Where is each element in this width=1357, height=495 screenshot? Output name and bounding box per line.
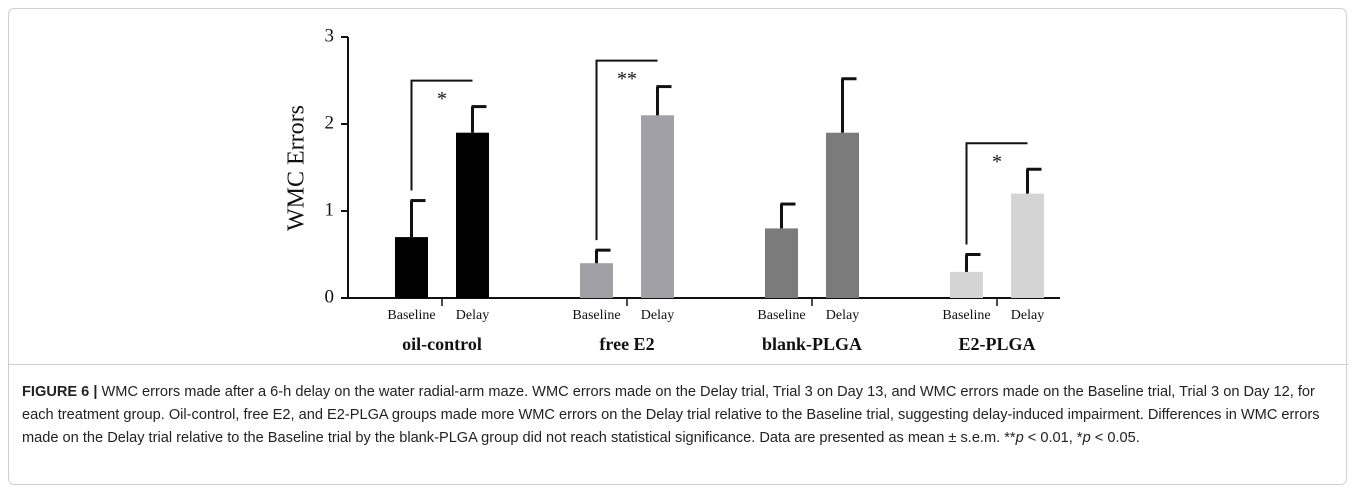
caption-text: WMC errors made after a 6-h delay on the… [22, 384, 1320, 446]
sub-label: Delay [641, 308, 674, 323]
bar [395, 237, 428, 298]
y-tick-label: 0 [325, 286, 335, 307]
caption-text: p [1082, 430, 1091, 446]
group-label: oil-control [402, 334, 482, 354]
caption-label: FIGURE 6 | [22, 384, 98, 400]
group-label: free E2 [599, 334, 654, 354]
caption-text: < 0.05. [1090, 430, 1140, 446]
y-axis-label: WMC Errors [284, 105, 310, 231]
bar [826, 132, 859, 298]
bar [1011, 193, 1044, 298]
significance-bracket [410, 79, 473, 191]
significance-mark: ** [617, 68, 637, 90]
significance-mark: * [992, 151, 1002, 173]
significance-mark: * [437, 88, 447, 110]
chart: WMC Errors 0 1 2 3 Baseline Delay oil-control *… [284, 25, 1060, 354]
figure-frame [8, 8, 1347, 485]
group-label: E2-PLGA [958, 334, 1035, 354]
sub-label: Baseline [572, 308, 620, 323]
sub-label: Baseline [387, 308, 435, 323]
sub-label: Delay [456, 308, 489, 323]
caption: FIGURE 6 | WMC errors made after a 6-h d… [22, 381, 1340, 450]
caption-text: p [1015, 430, 1024, 446]
significance-bracket [595, 59, 658, 241]
bar [950, 271, 983, 298]
sub-label: Delay [826, 308, 859, 323]
sub-label: Delay [1011, 308, 1044, 323]
caption-text: < 0.01, * [1023, 430, 1083, 446]
bar [641, 115, 674, 298]
bar [456, 132, 489, 298]
y-tick-label: 1 [325, 199, 335, 220]
sub-label: Baseline [757, 308, 805, 323]
y-tick-label: 3 [325, 25, 335, 46]
divider [8, 364, 1349, 365]
bar [765, 228, 798, 298]
sub-label: Baseline [942, 308, 990, 323]
group-label: blank-PLGA [762, 334, 862, 354]
significance-bracket [965, 142, 1028, 245]
y-tick-label: 2 [325, 112, 335, 133]
bar [580, 263, 613, 298]
